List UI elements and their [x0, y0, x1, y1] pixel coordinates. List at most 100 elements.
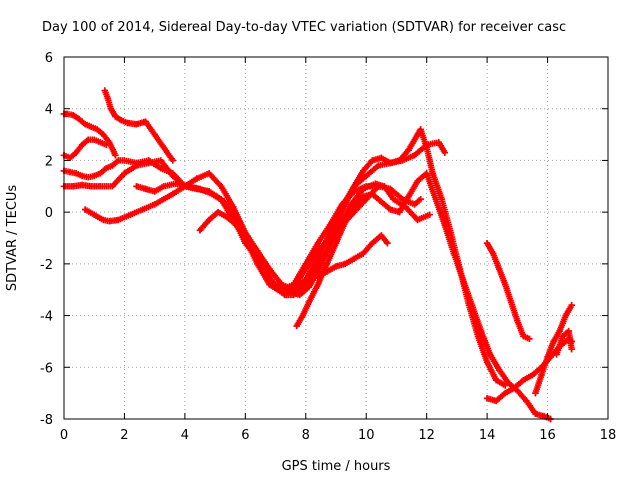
data-point [196, 227, 204, 234]
data-point [115, 216, 122, 224]
data-point [97, 183, 104, 190]
data-point [101, 87, 108, 94]
data-point [396, 157, 403, 164]
data-point [299, 312, 306, 319]
data-point [269, 278, 276, 286]
data-point [97, 170, 104, 177]
data-point [94, 126, 101, 133]
data-point [459, 276, 467, 283]
data-point [360, 167, 367, 174]
y-tick-label: 6 [45, 51, 53, 66]
x-tick-label: 6 [241, 428, 249, 443]
data-point [378, 154, 385, 162]
data-point [133, 183, 140, 190]
x-tick-label: 4 [181, 428, 189, 443]
data-point [133, 159, 140, 167]
series-markers [60, 110, 119, 159]
data-point [169, 190, 176, 198]
data-point [139, 206, 146, 213]
data-point [332, 224, 340, 231]
data-point [559, 333, 566, 340]
data-point [157, 164, 164, 172]
y-tick-label: -2 [40, 258, 53, 273]
data-point [414, 177, 421, 185]
data-point [496, 366, 503, 374]
data-point [127, 211, 134, 218]
data-point [103, 183, 110, 190]
data-point [538, 371, 545, 379]
data-point [396, 208, 403, 216]
data-point [121, 170, 128, 177]
data-point [251, 250, 258, 257]
data-point [505, 379, 512, 386]
x-axis-label: GPS time / hours [282, 459, 391, 474]
data-point [193, 175, 201, 182]
data-point [332, 239, 340, 247]
data-point [390, 196, 397, 203]
data-point [369, 239, 376, 247]
data-point [532, 389, 539, 397]
data-point [372, 180, 379, 187]
data-point [350, 183, 358, 190]
data-point [160, 183, 167, 190]
data-point [78, 172, 86, 180]
y-axis-label: SDTVAR / TECUs [5, 185, 20, 292]
series-track-14 [553, 327, 575, 358]
data-point [378, 198, 385, 205]
data-point [363, 172, 370, 180]
data-point [562, 312, 569, 319]
data-point [387, 206, 394, 213]
data-point [121, 157, 128, 164]
data-point [565, 327, 572, 335]
data-point [217, 183, 225, 190]
x-tick-label: 10 [358, 428, 375, 443]
data-point [224, 214, 231, 221]
data-series [60, 87, 575, 423]
data-point [544, 353, 551, 361]
data-point [118, 117, 125, 124]
data-point [205, 170, 213, 177]
data-point [196, 185, 204, 193]
data-point [492, 377, 500, 384]
data-point [160, 144, 167, 151]
data-point [109, 162, 116, 169]
data-point [242, 234, 249, 242]
data-point [429, 170, 436, 177]
data-point [106, 217, 113, 225]
series-track-9 [293, 170, 554, 423]
data-point [435, 139, 442, 146]
series-track-6 [101, 87, 176, 164]
data-point [314, 239, 322, 247]
data-point [486, 351, 494, 358]
data-point [233, 221, 240, 229]
chart-title: Day 100 of 2014, Sidereal Day-to-day VTE… [42, 20, 566, 35]
data-point [305, 283, 312, 291]
data-point [332, 263, 340, 270]
data-point [145, 157, 152, 164]
y-tick-label: 4 [45, 103, 53, 118]
data-point [66, 154, 74, 162]
data-point [72, 170, 80, 177]
data-point [220, 198, 228, 205]
series-track-3 [60, 110, 119, 159]
data-point [160, 196, 167, 203]
data-point [314, 273, 322, 280]
data-point [414, 216, 421, 224]
data-point [133, 121, 140, 128]
data-point [63, 110, 71, 118]
x-tick-label: 12 [418, 428, 435, 443]
x-tick-label: 8 [302, 428, 310, 443]
data-point [69, 111, 77, 119]
data-point [553, 351, 560, 358]
data-point [369, 190, 376, 198]
data-point [375, 162, 382, 169]
data-point [511, 384, 518, 392]
data-point [112, 152, 119, 159]
data-point [508, 299, 515, 306]
data-point [78, 181, 86, 189]
data-point [411, 152, 418, 159]
data-point [142, 185, 149, 193]
data-point [103, 164, 110, 172]
data-point [483, 358, 491, 366]
